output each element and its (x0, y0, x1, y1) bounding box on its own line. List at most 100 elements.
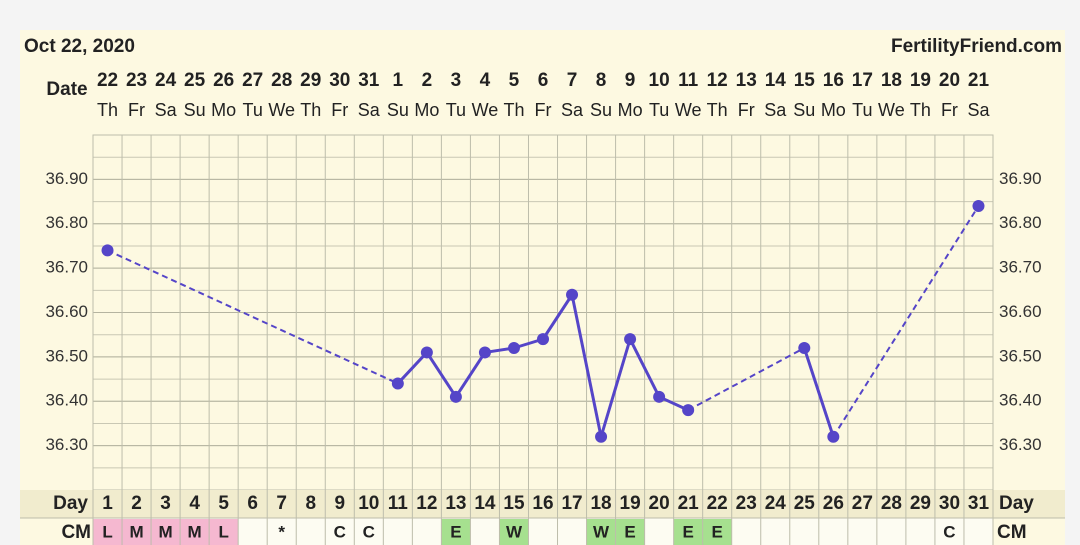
x-tick-label: 20 (649, 493, 670, 514)
temp-segment (107, 249, 399, 385)
cm-cell (441, 519, 471, 545)
temp-point (391, 377, 404, 390)
y-tick-label: 36.60 (45, 302, 88, 321)
x-tick-label: 1 (102, 493, 113, 514)
date-label: 7 (567, 70, 578, 91)
cm-value: E (450, 522, 461, 541)
temp-segment (541, 293, 574, 340)
y2-tick-label: 36.90 (999, 169, 1042, 188)
x-tick-label: 23 (736, 493, 757, 514)
cm-value: C (334, 522, 346, 541)
x-tick-label: 18 (590, 493, 611, 514)
x-tick-label: 12 (416, 493, 437, 514)
cm-value: E (682, 522, 693, 541)
temp-point (420, 346, 433, 359)
weekday-label: Th (503, 100, 524, 120)
date-label: 8 (596, 70, 607, 91)
date-label: 25 (184, 70, 206, 91)
cm-cell (151, 519, 181, 545)
x-tick-label: 2 (131, 493, 142, 514)
cm-value: E (624, 522, 635, 541)
cm-value: C (363, 522, 375, 541)
temp-segment (802, 347, 835, 438)
weekday-label: Th (300, 100, 321, 120)
x-tick-label: 28 (881, 493, 902, 514)
date-label: 24 (155, 70, 177, 91)
date-label: 17 (852, 70, 873, 91)
weekday-label: Sa (967, 100, 990, 120)
cm-cell (702, 519, 732, 545)
x-tick-label: 8 (305, 493, 316, 514)
cm-label-right: CM (997, 522, 1027, 543)
date-label: 14 (765, 70, 787, 91)
date-label: 23 (126, 70, 147, 91)
cm-value: * (278, 522, 285, 541)
date-label: 22 (97, 70, 118, 91)
y-tick-label: 36.70 (45, 258, 88, 277)
date-label: 12 (707, 70, 728, 91)
y2-tick-label: 36.60 (999, 302, 1042, 321)
date-label: 11 (678, 70, 699, 91)
weekday-label: Sa (561, 100, 584, 120)
cm-cell (180, 519, 210, 545)
weekday-label: We (472, 100, 499, 120)
cm-value: M (188, 522, 202, 541)
cm-cell (499, 519, 529, 545)
x-tick-label: 24 (765, 493, 787, 514)
weekday-label: Sa (358, 100, 381, 120)
temp-point (972, 200, 985, 212)
x-tick-label: 26 (823, 493, 844, 514)
weekday-label: Su (590, 100, 612, 120)
temp-point (624, 333, 637, 346)
x-tick-label: 4 (189, 493, 200, 514)
x-tick-label: 11 (388, 493, 409, 514)
date-label: 30 (329, 70, 350, 91)
weekday-label: Mo (821, 100, 846, 120)
temp-point (653, 390, 666, 403)
temp-segment (396, 351, 428, 385)
date-label: 15 (794, 70, 816, 91)
cm-value: L (102, 522, 112, 541)
weekday-label: Su (184, 100, 206, 120)
cm-cell (93, 519, 123, 545)
cm-value: L (218, 522, 228, 541)
weekday-label: Tu (852, 100, 872, 120)
x-tick-label: 21 (678, 493, 700, 514)
weekday-label: Fr (331, 100, 348, 120)
cm-label: CM (61, 522, 91, 543)
y-tick-label: 36.30 (45, 435, 88, 454)
temp-point (507, 342, 520, 354)
weekday-label: We (268, 100, 295, 120)
cm-cell (122, 519, 152, 545)
date-label: 27 (242, 70, 263, 91)
x-tick-label: 13 (445, 493, 466, 514)
y2-tick-label: 36.70 (999, 258, 1042, 277)
cm-cell (209, 519, 239, 545)
weekday-label: Tu (446, 100, 466, 120)
x-tick-label: 25 (794, 493, 816, 514)
source: FertilityFriend.com (891, 36, 1062, 57)
temp-point (478, 346, 491, 359)
y2-tick-label: 36.30 (999, 435, 1042, 454)
weekday-label: Tu (649, 100, 669, 120)
weekday-label: Su (793, 100, 815, 120)
cm-row (93, 518, 993, 545)
date-label: 20 (939, 70, 960, 91)
weekday-label: Th (707, 100, 728, 120)
temp-segment (454, 351, 487, 398)
date-label: 10 (649, 70, 670, 91)
temp-segment (628, 338, 661, 398)
y-tick-label: 36.40 (45, 391, 88, 410)
date-label: 6 (538, 70, 549, 91)
day-row (20, 490, 1065, 518)
weekday-label: Su (387, 100, 409, 120)
x-tick-label: 19 (620, 493, 641, 514)
x-tick-label: 10 (358, 493, 379, 514)
weekday-label: Mo (211, 100, 236, 120)
cm-cell (586, 519, 616, 545)
x-tick-label: 22 (707, 493, 728, 514)
x-tick-label: 29 (910, 493, 931, 514)
cm-value: M (158, 522, 172, 541)
weekday-label: Fr (535, 100, 552, 120)
